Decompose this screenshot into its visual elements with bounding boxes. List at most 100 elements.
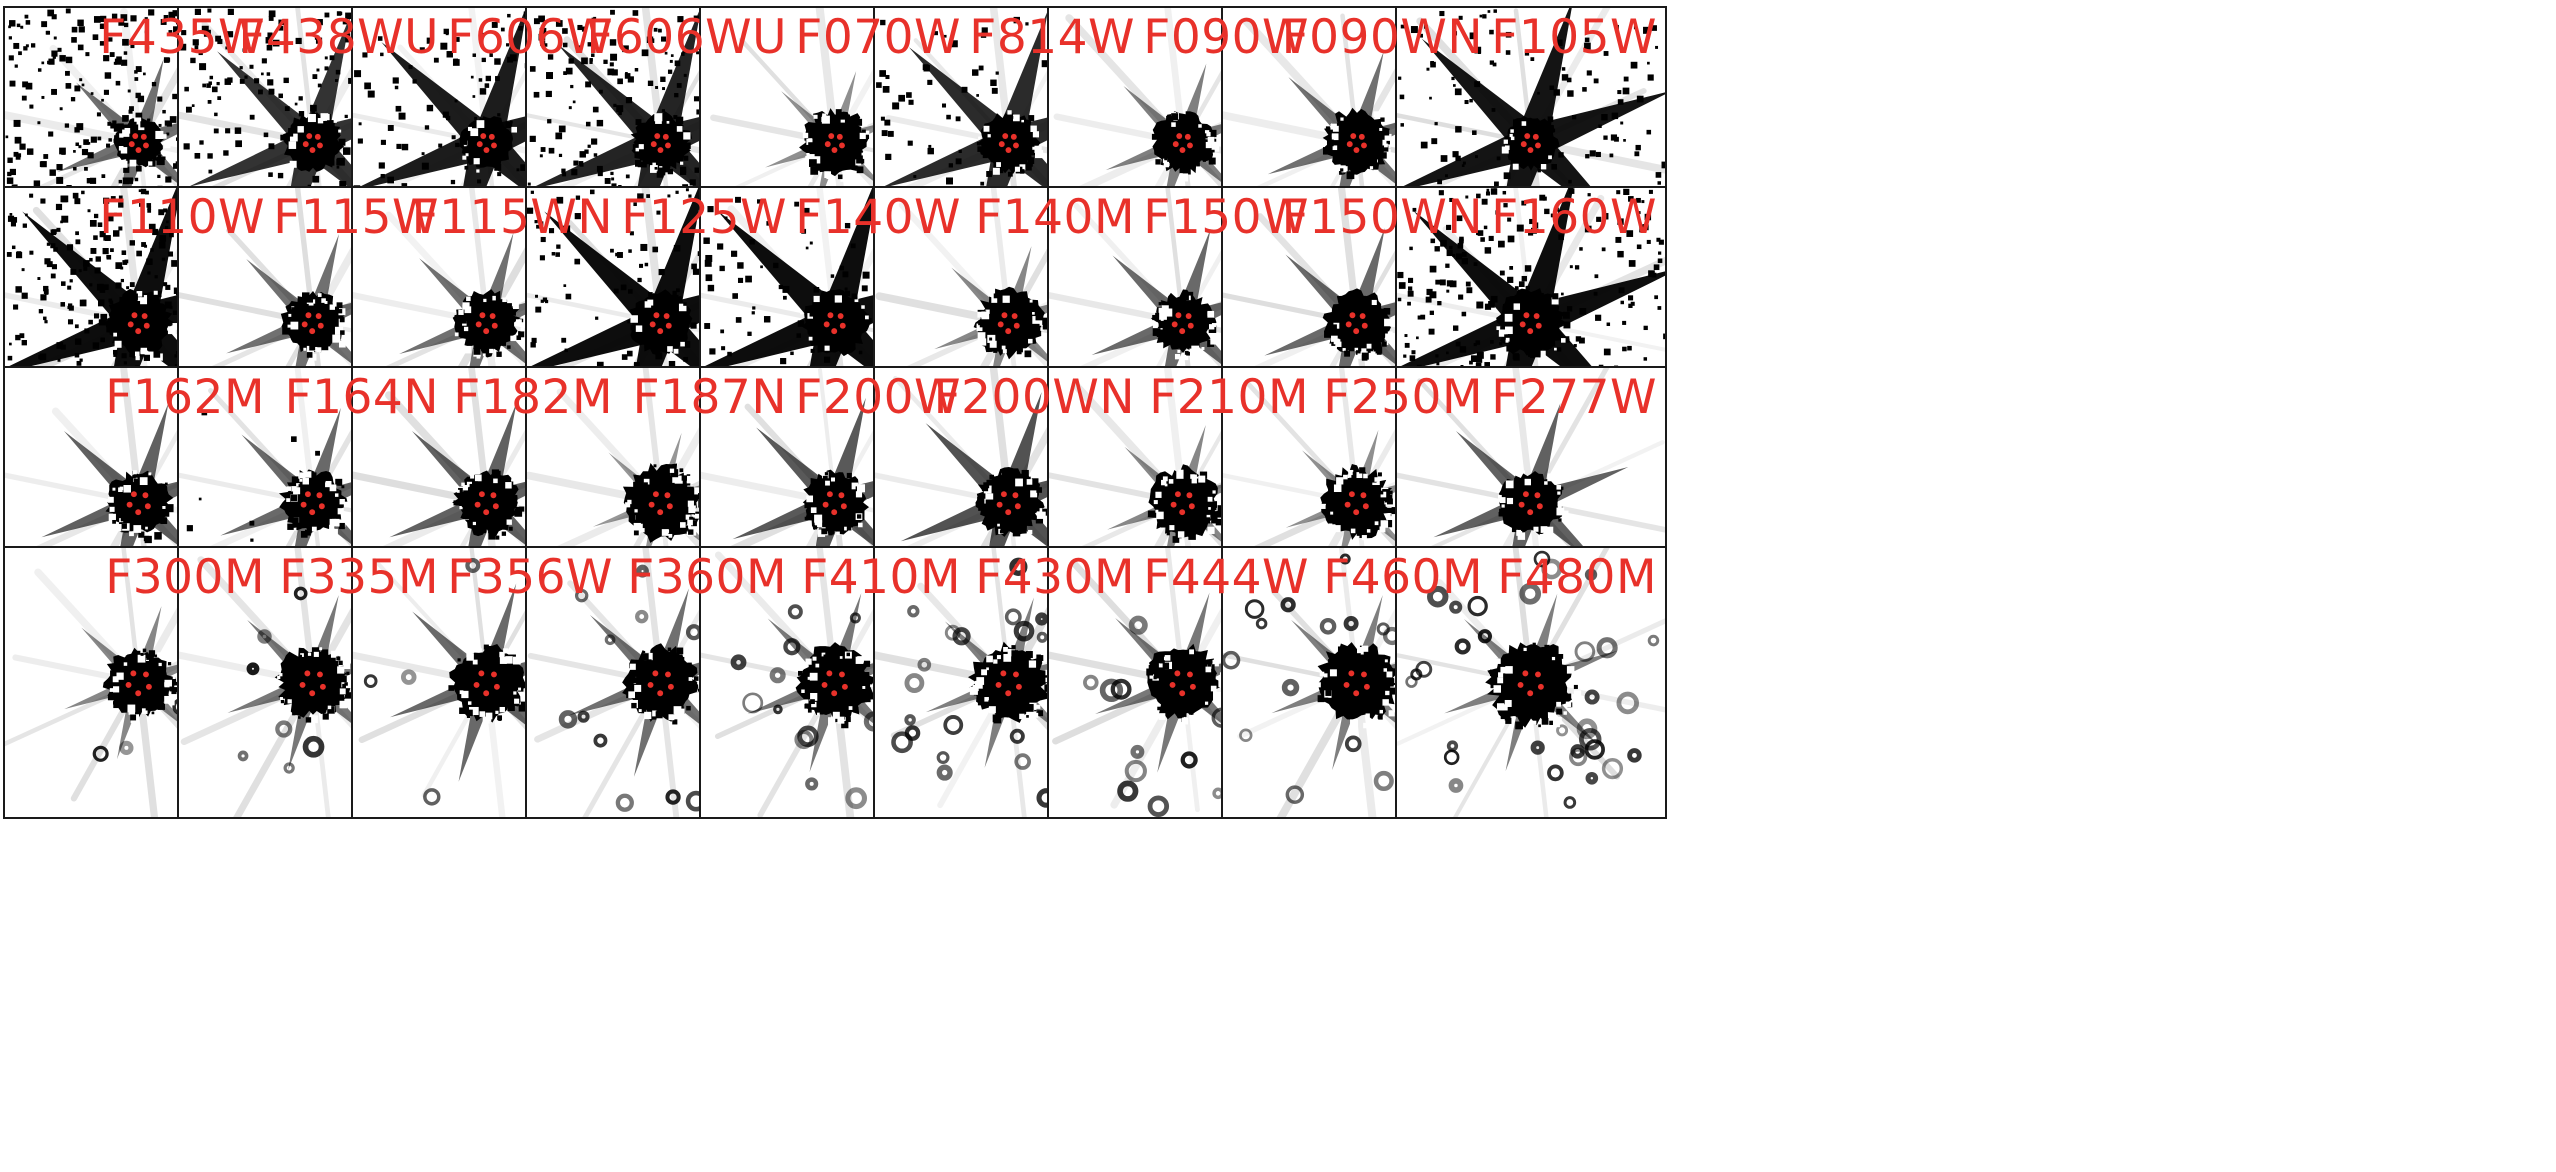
marker-dot xyxy=(828,133,835,140)
filter-label: F814W xyxy=(969,10,1135,65)
filter-label: F277W xyxy=(1491,370,1657,425)
marker-dot xyxy=(1179,690,1186,697)
marker-dot xyxy=(1361,142,1367,149)
marker-dot xyxy=(654,133,661,140)
filter-label: F438WU xyxy=(238,10,439,65)
marker-dot xyxy=(657,147,664,153)
marker-dot xyxy=(1002,133,1009,140)
marker-dot xyxy=(1522,491,1529,498)
marker-group xyxy=(997,312,1020,335)
filter-label: F090WN xyxy=(1281,10,1483,65)
marker-dot xyxy=(1186,492,1193,499)
marker-dot xyxy=(1520,141,1527,148)
marker-dot xyxy=(1534,492,1541,499)
marker-dot xyxy=(1517,681,1524,688)
marker-dot xyxy=(145,683,152,690)
marker-dot xyxy=(1536,503,1543,510)
marker-dot xyxy=(666,503,673,510)
marker-dot xyxy=(662,133,669,140)
marker-group xyxy=(474,491,499,516)
marker-dot xyxy=(1012,492,1019,499)
marker-dot xyxy=(473,681,480,688)
filter-label: F090W xyxy=(1143,10,1309,65)
marker-dot xyxy=(300,501,307,508)
filter-label: F250M xyxy=(1323,370,1483,425)
marker-dot xyxy=(1184,133,1191,140)
marker-dot xyxy=(826,491,833,498)
marker-dot xyxy=(130,670,137,677)
marker-dot xyxy=(1353,147,1360,153)
marker-dot xyxy=(663,313,670,320)
marker-dot xyxy=(648,501,655,508)
marker-dot xyxy=(127,321,134,328)
marker-dot xyxy=(1169,681,1176,688)
marker-dot xyxy=(479,312,486,319)
filter-label: F430M xyxy=(975,550,1135,605)
marker-dot xyxy=(827,312,834,319)
marker-dot xyxy=(1001,312,1008,319)
marker-dot xyxy=(1171,321,1178,328)
marker-dot xyxy=(1345,321,1352,328)
marker-dot xyxy=(1013,671,1019,678)
marker-dot xyxy=(1349,312,1356,319)
marker-group xyxy=(1171,312,1194,335)
marker-dot xyxy=(491,322,498,329)
marker-dot xyxy=(995,681,1002,688)
marker-group xyxy=(1520,133,1541,153)
marker-dot xyxy=(141,313,148,320)
marker-group xyxy=(302,133,323,153)
marker-dot xyxy=(315,313,322,320)
filter-label: F460M xyxy=(1323,550,1483,605)
marker-dot xyxy=(143,671,149,678)
marker-dot xyxy=(302,141,309,148)
marker-dot xyxy=(306,133,313,140)
filter-label: F187N xyxy=(632,370,787,425)
marker-dot xyxy=(314,133,321,140)
marker-group xyxy=(998,133,1019,153)
marker-dot xyxy=(1005,690,1012,697)
marker-dot xyxy=(1527,690,1534,697)
marker-dot xyxy=(1527,328,1534,335)
marker-group xyxy=(1519,312,1542,335)
filter-label: F300M xyxy=(105,550,265,605)
marker-dot xyxy=(1527,509,1534,516)
marker-dot xyxy=(1187,671,1193,678)
marker-group xyxy=(475,312,498,335)
marker-dot xyxy=(840,503,847,510)
marker-dot xyxy=(839,142,845,149)
filter-label: F140M xyxy=(975,190,1135,245)
marker-dot xyxy=(1174,491,1181,498)
marker-dot xyxy=(839,322,846,329)
marker-dot xyxy=(317,671,323,678)
marker-dot xyxy=(1535,671,1541,678)
marker-dot xyxy=(135,509,142,516)
marker-dot xyxy=(1353,690,1360,697)
filter-label: F110W xyxy=(99,190,265,245)
marker-group xyxy=(648,491,673,516)
marker-dot xyxy=(1185,313,1192,320)
filter-label: F164N xyxy=(284,370,439,425)
marker-dot xyxy=(1527,147,1534,153)
marker-group xyxy=(1172,133,1193,153)
marker-dot xyxy=(657,690,664,697)
marker-dot xyxy=(657,509,664,516)
marker-dot xyxy=(652,670,659,677)
marker-group xyxy=(1170,491,1195,516)
filter-label: F150WN xyxy=(1281,190,1483,245)
marker-dot xyxy=(304,670,311,677)
marker-dot xyxy=(304,491,311,498)
marker-dot xyxy=(480,133,487,140)
marker-dot xyxy=(650,141,657,148)
marker-dot xyxy=(1519,321,1526,328)
marker-dot xyxy=(1179,509,1186,516)
marker-dot xyxy=(483,328,490,335)
marker-dot xyxy=(309,690,316,697)
filter-label: F360M xyxy=(627,550,787,605)
marker-dot xyxy=(1361,322,1368,329)
marker-dot xyxy=(130,491,137,498)
marker-group xyxy=(300,491,325,516)
marker-dot xyxy=(1189,683,1196,690)
marker-group xyxy=(649,312,672,335)
marker-dot xyxy=(665,322,672,329)
marker-dot xyxy=(301,321,308,328)
